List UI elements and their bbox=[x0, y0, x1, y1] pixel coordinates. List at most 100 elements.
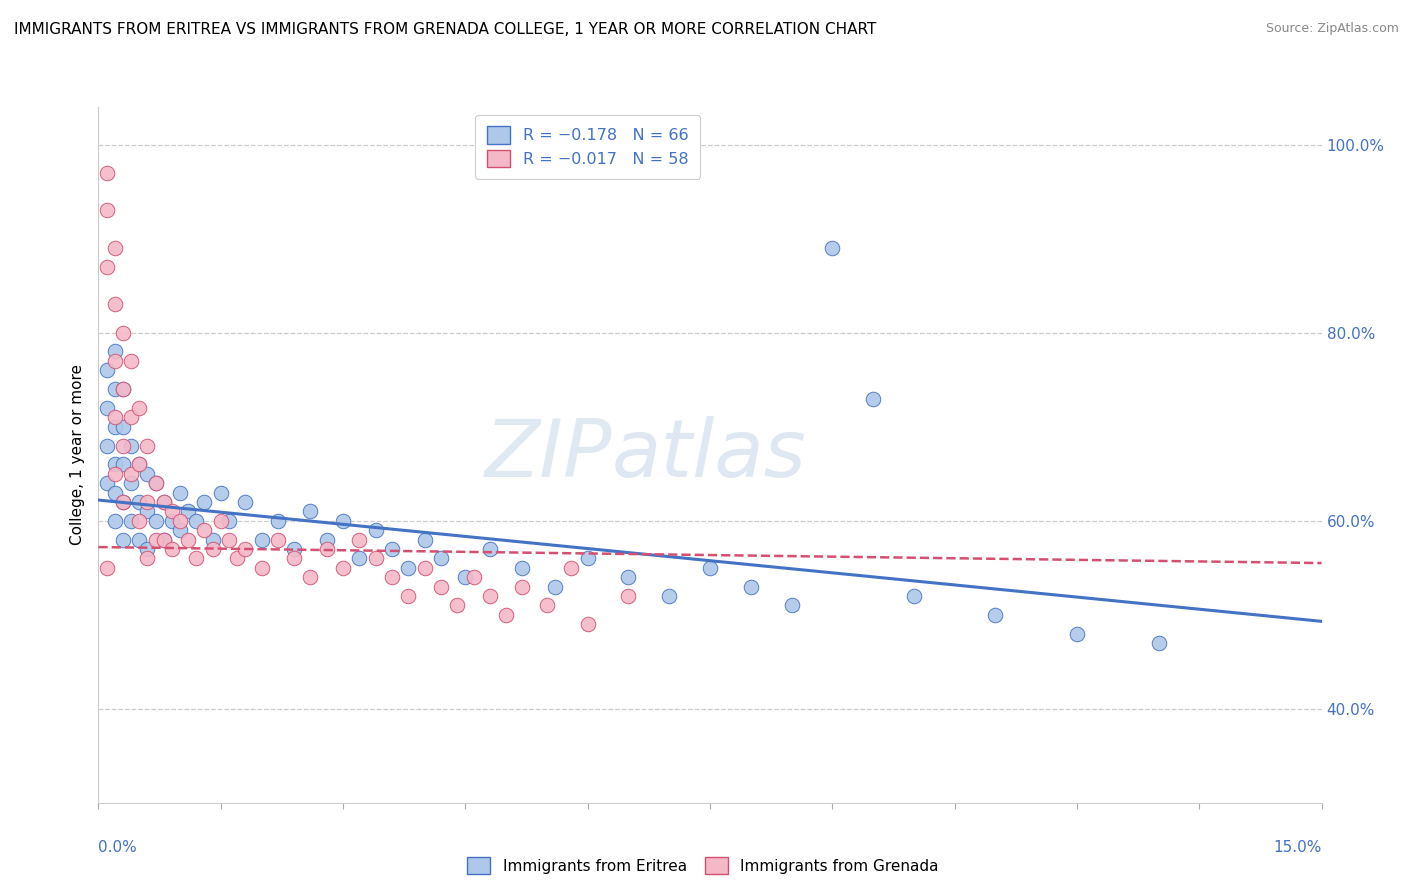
Point bbox=[96, 363, 118, 377]
Text: Source: ZipAtlas.com: Source: ZipAtlas.com bbox=[1265, 22, 1399, 36]
Point bbox=[413, 533, 436, 547]
Point bbox=[658, 589, 681, 603]
Point bbox=[478, 541, 501, 556]
Point bbox=[478, 589, 501, 603]
Point bbox=[120, 514, 142, 528]
Point bbox=[315, 533, 337, 547]
Point bbox=[128, 514, 150, 528]
Point bbox=[128, 458, 150, 472]
Point bbox=[193, 523, 215, 537]
Point bbox=[111, 533, 134, 547]
Point bbox=[145, 476, 167, 491]
Point bbox=[111, 419, 134, 434]
Point bbox=[136, 438, 159, 452]
Y-axis label: College, 1 year or more: College, 1 year or more bbox=[70, 365, 86, 545]
Point bbox=[364, 551, 387, 566]
Point bbox=[381, 541, 404, 556]
Point bbox=[152, 495, 174, 509]
Point bbox=[1066, 626, 1088, 640]
Point bbox=[152, 533, 174, 547]
Point bbox=[145, 533, 167, 547]
Point bbox=[145, 514, 167, 528]
Point bbox=[903, 589, 925, 603]
Point bbox=[381, 570, 404, 584]
Point bbox=[160, 504, 183, 518]
Point bbox=[152, 495, 174, 509]
Point bbox=[193, 495, 215, 509]
Point bbox=[454, 570, 477, 584]
Point bbox=[267, 514, 290, 528]
Point bbox=[349, 533, 371, 547]
Point bbox=[396, 589, 419, 603]
Point bbox=[233, 541, 256, 556]
Point bbox=[111, 326, 134, 340]
Point bbox=[299, 504, 322, 518]
Point bbox=[104, 467, 127, 481]
Point bbox=[120, 467, 142, 481]
Point bbox=[396, 560, 419, 574]
Point bbox=[1147, 636, 1170, 650]
Point bbox=[576, 617, 599, 632]
Point bbox=[560, 560, 582, 574]
Point bbox=[104, 344, 127, 359]
Point bbox=[283, 551, 305, 566]
Point bbox=[267, 533, 290, 547]
Point bbox=[111, 495, 134, 509]
Point bbox=[512, 560, 534, 574]
Point bbox=[169, 523, 191, 537]
Point bbox=[218, 533, 240, 547]
Point bbox=[96, 260, 118, 274]
Point bbox=[111, 382, 134, 396]
Point bbox=[96, 438, 118, 452]
Point bbox=[104, 410, 127, 425]
Point bbox=[136, 541, 159, 556]
Point bbox=[104, 514, 127, 528]
Point bbox=[104, 382, 127, 396]
Point bbox=[430, 580, 453, 594]
Point bbox=[120, 354, 142, 368]
Point bbox=[111, 382, 134, 396]
Point bbox=[111, 495, 134, 509]
Point bbox=[160, 514, 183, 528]
Point bbox=[186, 514, 208, 528]
Point bbox=[136, 495, 159, 509]
Point bbox=[96, 166, 118, 180]
Point bbox=[96, 476, 118, 491]
Point bbox=[120, 410, 142, 425]
Point bbox=[201, 541, 224, 556]
Legend: R = −0.178   N = 66, R = −0.017   N = 58: R = −0.178 N = 66, R = −0.017 N = 58 bbox=[475, 115, 700, 178]
Text: atlas: atlas bbox=[612, 416, 807, 494]
Point bbox=[96, 203, 118, 218]
Point bbox=[160, 541, 183, 556]
Point bbox=[128, 533, 150, 547]
Point bbox=[177, 533, 200, 547]
Point bbox=[699, 560, 721, 574]
Legend: Immigrants from Eritrea, Immigrants from Grenada: Immigrants from Eritrea, Immigrants from… bbox=[461, 851, 945, 880]
Point bbox=[250, 560, 273, 574]
Point bbox=[332, 514, 354, 528]
Point bbox=[128, 495, 150, 509]
Point bbox=[430, 551, 453, 566]
Text: ZIP: ZIP bbox=[485, 416, 612, 494]
Point bbox=[104, 354, 127, 368]
Point bbox=[201, 533, 224, 547]
Point bbox=[96, 401, 118, 415]
Point bbox=[413, 560, 436, 574]
Point bbox=[128, 401, 150, 415]
Point bbox=[111, 438, 134, 452]
Point bbox=[364, 523, 387, 537]
Point bbox=[96, 560, 118, 574]
Point bbox=[209, 485, 232, 500]
Point bbox=[226, 551, 249, 566]
Point bbox=[152, 533, 174, 547]
Point bbox=[446, 599, 468, 613]
Point bbox=[315, 541, 337, 556]
Point bbox=[120, 438, 142, 452]
Point bbox=[617, 570, 640, 584]
Point bbox=[209, 514, 232, 528]
Point bbox=[780, 599, 803, 613]
Point bbox=[104, 419, 127, 434]
Point bbox=[111, 458, 134, 472]
Point bbox=[740, 580, 762, 594]
Point bbox=[186, 551, 208, 566]
